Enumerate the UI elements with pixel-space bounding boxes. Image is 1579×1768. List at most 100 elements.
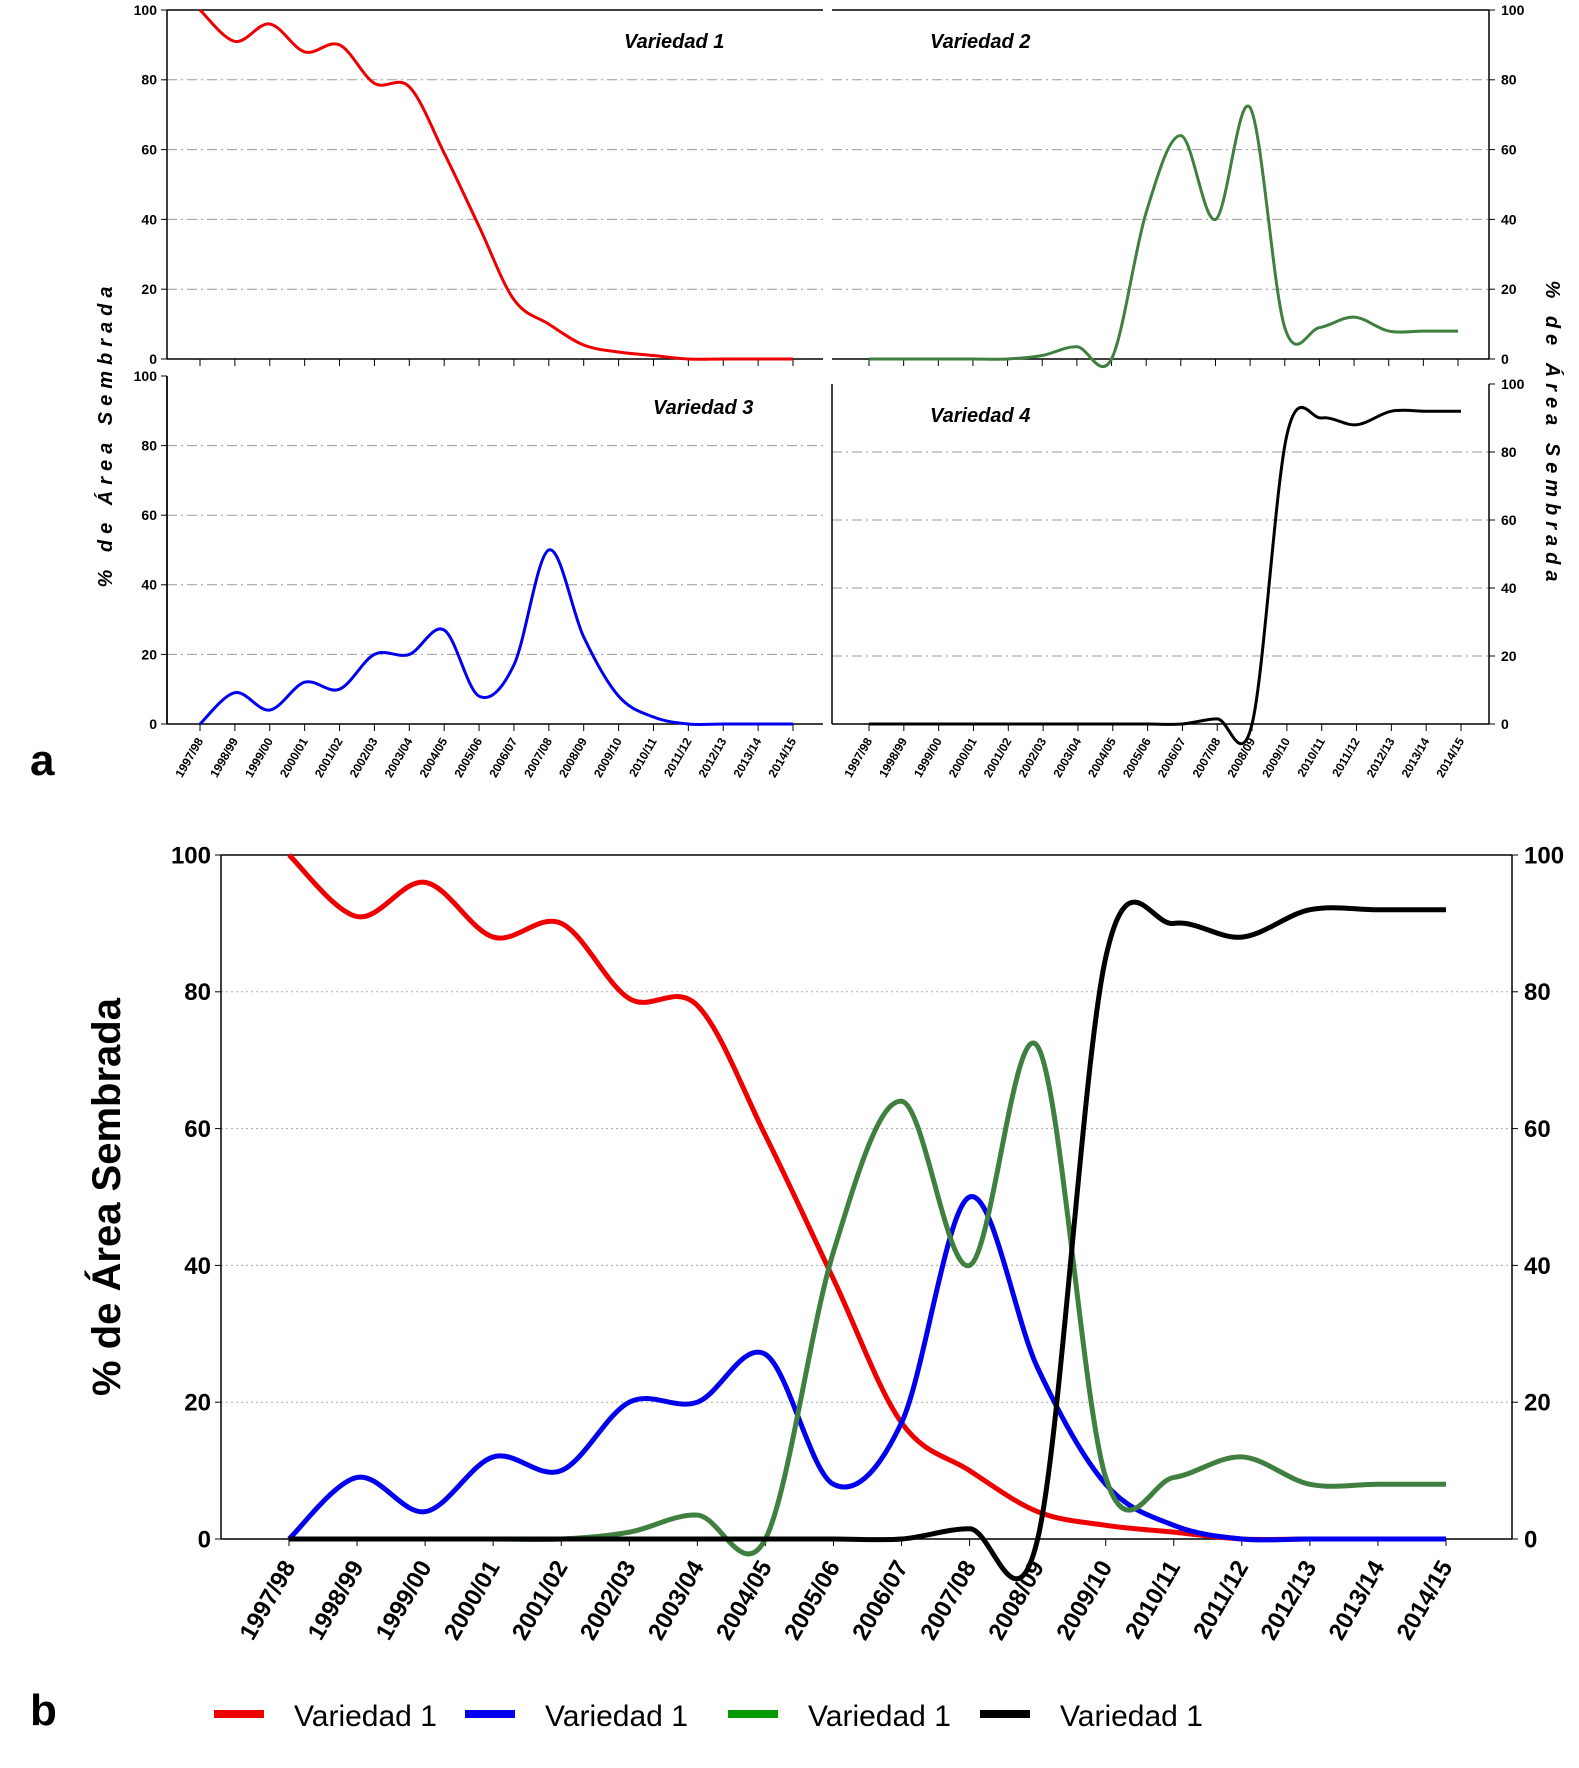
x-tick-label: 2006/07 <box>486 735 520 780</box>
x-tick-label: 2007/08 <box>915 1556 982 1645</box>
x-tick-label: 2000/01 <box>439 1556 506 1645</box>
y-tick-label: 60 <box>1501 142 1517 158</box>
y-tick-label: 60 <box>141 142 157 158</box>
x-tick-label: 2014/15 <box>765 735 799 780</box>
y-tick-label: 40 <box>141 211 157 227</box>
x-tick-label: 2000/01 <box>277 735 311 780</box>
panel-a-y-label-right: % de Área Sembrada <box>1541 281 1564 588</box>
x-tick-label: 2004/05 <box>1085 735 1119 780</box>
x-tick-label: 2002/03 <box>347 735 381 780</box>
x-tick-label: 2014/15 <box>1392 1556 1459 1645</box>
y-tick-label: 60 <box>1524 1116 1551 1143</box>
y-tick-label: 100 <box>1501 376 1525 392</box>
x-tick-label: 2005/06 <box>451 735 485 780</box>
panel-b-label: b <box>30 1686 57 1735</box>
legend-label: Variedad 1 <box>808 1700 951 1733</box>
y-tick-label: 0 <box>149 716 157 732</box>
x-tick-label: 2001/02 <box>507 1556 574 1645</box>
y-tick-label: 0 <box>1501 716 1509 732</box>
x-tick-label: 2010/11 <box>1294 735 1328 779</box>
panel-variedad-4: 0 20 40 60 80 100 1997/98 1998/99 1999/00 2000/01… <box>832 376 1525 780</box>
y-tick-label: 0 <box>1501 351 1509 367</box>
x-tick-label: 2007/08 <box>1190 735 1224 780</box>
panel-title: Variedad 3 <box>653 397 753 419</box>
panel-b-combined: 0 20 40 60 80 100 0 20 40 60 80 100 1997/98 1998/99 19… <box>171 842 1564 1644</box>
series-line-variedad-3 <box>287 1194 1446 1543</box>
x-tick-label: 2011/12 <box>1329 735 1363 779</box>
x-tick-label: 2005/06 <box>1120 735 1154 780</box>
legend-label: Variedad 1 <box>545 1700 688 1733</box>
panel-title: Variedad 1 <box>624 31 724 53</box>
legend-label: Variedad 1 <box>294 1700 437 1733</box>
y-tick-label: 40 <box>1501 580 1517 596</box>
x-tick-label: 2012/13 <box>696 735 730 780</box>
y-tick-label: 100 <box>1524 842 1564 869</box>
x-tick-label: 1999/00 <box>242 735 276 780</box>
x-tick-label: 2000/01 <box>946 735 980 780</box>
legend-label: Variedad 1 <box>1060 1700 1203 1733</box>
y-tick-label: 80 <box>141 72 157 88</box>
x-tick-label: 2002/03 <box>1015 735 1049 780</box>
y-tick-label: 40 <box>141 577 157 593</box>
y-tick-label: 40 <box>1524 1253 1551 1280</box>
x-tick-label: 2004/05 <box>711 1556 778 1645</box>
x-tick-label: 2001/02 <box>981 735 1015 780</box>
legend-swatch <box>214 1710 264 1718</box>
x-tick-label: 2006/07 <box>1155 735 1189 780</box>
x-tick-label: 2002/03 <box>575 1556 642 1645</box>
x-tick-label: 1997/98 <box>172 735 206 780</box>
x-tick-label: 2011/12 <box>661 735 695 779</box>
series-line-variedad-4 <box>868 406 1461 746</box>
y-tick-label: 80 <box>141 438 157 454</box>
y-tick-label: 100 <box>134 368 158 384</box>
y-tick-label: 80 <box>1501 72 1517 88</box>
x-tick-label: 2009/10 <box>591 735 625 780</box>
x-tick-label: 2012/13 <box>1364 735 1398 780</box>
x-tick-label: 2013/14 <box>1324 1556 1391 1645</box>
y-tick-label: 20 <box>141 281 157 297</box>
x-tick-label: 2007/08 <box>521 735 555 780</box>
y-tick-label: 20 <box>1501 648 1517 664</box>
y-tick-label: 0 <box>1524 1526 1537 1553</box>
panel-title: Variedad 2 <box>930 31 1030 53</box>
x-tick-label: 2005/06 <box>779 1556 846 1645</box>
x-tick-label: 1998/99 <box>303 1556 370 1645</box>
series-line-variedad-2 <box>869 104 1458 369</box>
x-tick-label: 2008/09 <box>983 1556 1050 1645</box>
y-tick-label: 60 <box>1501 512 1517 528</box>
x-tick-label: 2008/09 <box>556 735 590 780</box>
panel-b-y-label: % de Área Sembrada <box>84 997 129 1396</box>
y-tick-label: 60 <box>184 1116 211 1143</box>
y-tick-label: 0 <box>198 1526 211 1553</box>
legend-swatch <box>728 1710 778 1718</box>
legend-swatch <box>980 1710 1030 1718</box>
legend: Variedad 1 Variedad 1 Variedad 1 Variedad 1 <box>214 1700 1203 1733</box>
panel-variedad-1: 0 20 40 60 80 100 Variedad 1 <box>134 2 823 367</box>
y-tick-label: 40 <box>1501 211 1517 227</box>
x-tick-label: 2013/14 <box>730 735 764 780</box>
x-tick-label: 2004/05 <box>417 735 451 780</box>
x-tick-label: 2006/07 <box>847 1556 914 1645</box>
y-tick-label: 40 <box>184 1253 211 1280</box>
y-tick-label: 20 <box>1501 281 1517 297</box>
x-tick-label: 2001/02 <box>312 735 346 780</box>
x-tick-label: 2003/04 <box>643 1556 710 1645</box>
x-tick-label: 2014/15 <box>1433 735 1467 780</box>
series-line-variedad-4 <box>289 899 1446 1582</box>
series-line-variedad-1 <box>287 853 1446 1543</box>
panel-title: Variedad 4 <box>930 405 1030 427</box>
x-tick-label: 2010/11 <box>626 735 660 779</box>
y-tick-label: 100 <box>1501 2 1525 18</box>
x-tick-label: 2010/11 <box>1120 1556 1186 1643</box>
x-tick-label: 1997/98 <box>235 1556 302 1645</box>
series-line-variedad-3 <box>198 548 793 727</box>
x-tick-label: 1999/00 <box>371 1556 438 1645</box>
y-tick-label: 100 <box>134 2 158 18</box>
x-tick-label: 1999/00 <box>911 735 945 780</box>
panel-a-y-label-left: % de Área Sembrada <box>94 281 117 588</box>
y-tick-label: 80 <box>1501 444 1517 460</box>
x-tick-label: 2012/13 <box>1256 1556 1323 1645</box>
y-tick-label: 100 <box>171 842 211 869</box>
legend-swatch <box>465 1710 515 1718</box>
